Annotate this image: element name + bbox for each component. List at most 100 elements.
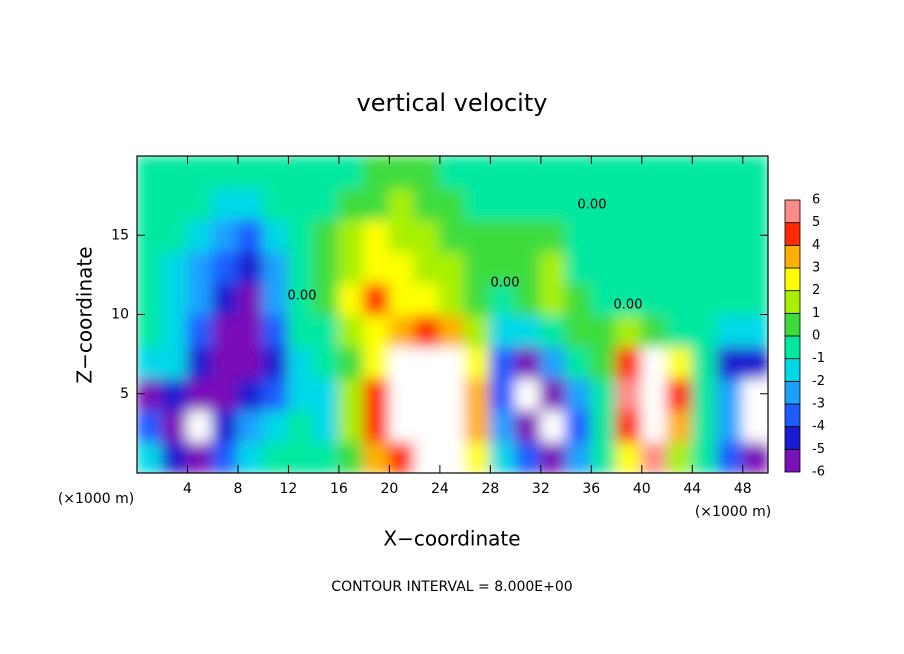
cell [691,313,719,348]
field [137,156,768,473]
cell [539,156,568,189]
cell [363,440,391,473]
cell [489,186,517,221]
cell [363,376,391,411]
cell [741,250,768,284]
cell [464,408,492,443]
cell [413,376,441,411]
cell [691,250,719,284]
cell [161,345,189,379]
cell [262,218,290,253]
cell [565,281,593,316]
cell [514,376,542,411]
cell [312,218,340,253]
cell [388,440,416,473]
cell [741,440,768,473]
cell [363,156,391,189]
cell [413,408,441,443]
cell [186,218,214,253]
cell [211,186,239,221]
cell [691,345,719,379]
cell [363,408,391,443]
colorbar-tick-label: 0 [812,329,820,344]
cell [287,218,315,253]
colorbar-tick-label: 6 [812,193,820,208]
colorbar-tick-label: -5 [812,442,825,457]
cell [211,408,239,443]
cell [539,345,568,379]
cell [514,440,542,473]
cell [640,408,669,443]
cell [312,408,340,443]
cell [489,376,517,411]
cell [161,376,189,411]
cell [337,440,366,473]
cell [211,281,239,316]
cell [716,345,744,379]
cell [615,345,643,379]
cell [691,186,719,221]
cell [640,250,669,284]
cell [716,440,744,473]
cell [514,156,542,189]
cell [186,345,214,379]
cell [691,408,719,443]
cell [590,218,618,253]
cell [565,408,593,443]
cell [514,186,542,221]
cell [388,345,416,379]
x-unit-label: (×1000 m) [58,491,134,507]
cell [137,250,164,284]
cell [186,313,214,348]
cell [539,376,568,411]
field-clip [137,156,768,473]
cell [186,250,214,284]
cell [489,440,517,473]
cell [236,281,265,316]
cell [514,313,542,348]
colorbar-tick-label: -4 [812,419,825,434]
cell [615,250,643,284]
cell [565,218,593,253]
cell [262,281,290,316]
cell [514,408,542,443]
contour-label: 0.00 [614,298,643,313]
cell [388,156,416,189]
cell [640,281,669,316]
cell [137,156,164,189]
cell [438,440,467,473]
cell [565,156,593,189]
cell [741,345,768,379]
chart-title: vertical velocity [357,89,548,117]
cell [666,408,694,443]
cell [640,186,669,221]
x-tick-label: 40 [633,481,651,497]
cell [337,313,366,348]
cell [464,440,492,473]
x-axis-label: X−coordinate [383,527,520,551]
cell [161,313,189,348]
cell [489,218,517,253]
cell [741,281,768,316]
colorbar-tick-label: 3 [812,261,820,276]
cell [161,250,189,284]
cell [287,313,315,348]
cell [666,313,694,348]
cell [438,376,467,411]
cell [236,408,265,443]
cell [640,218,669,253]
cell [489,281,517,316]
cell [666,376,694,411]
cell [615,313,643,348]
cell [236,250,265,284]
cell [741,408,768,443]
cell [539,281,568,316]
cell [388,313,416,348]
cell [464,376,492,411]
cell [741,156,768,189]
cell [161,281,189,316]
cell [262,376,290,411]
cell [489,345,517,379]
cell [489,408,517,443]
cell [438,186,467,221]
